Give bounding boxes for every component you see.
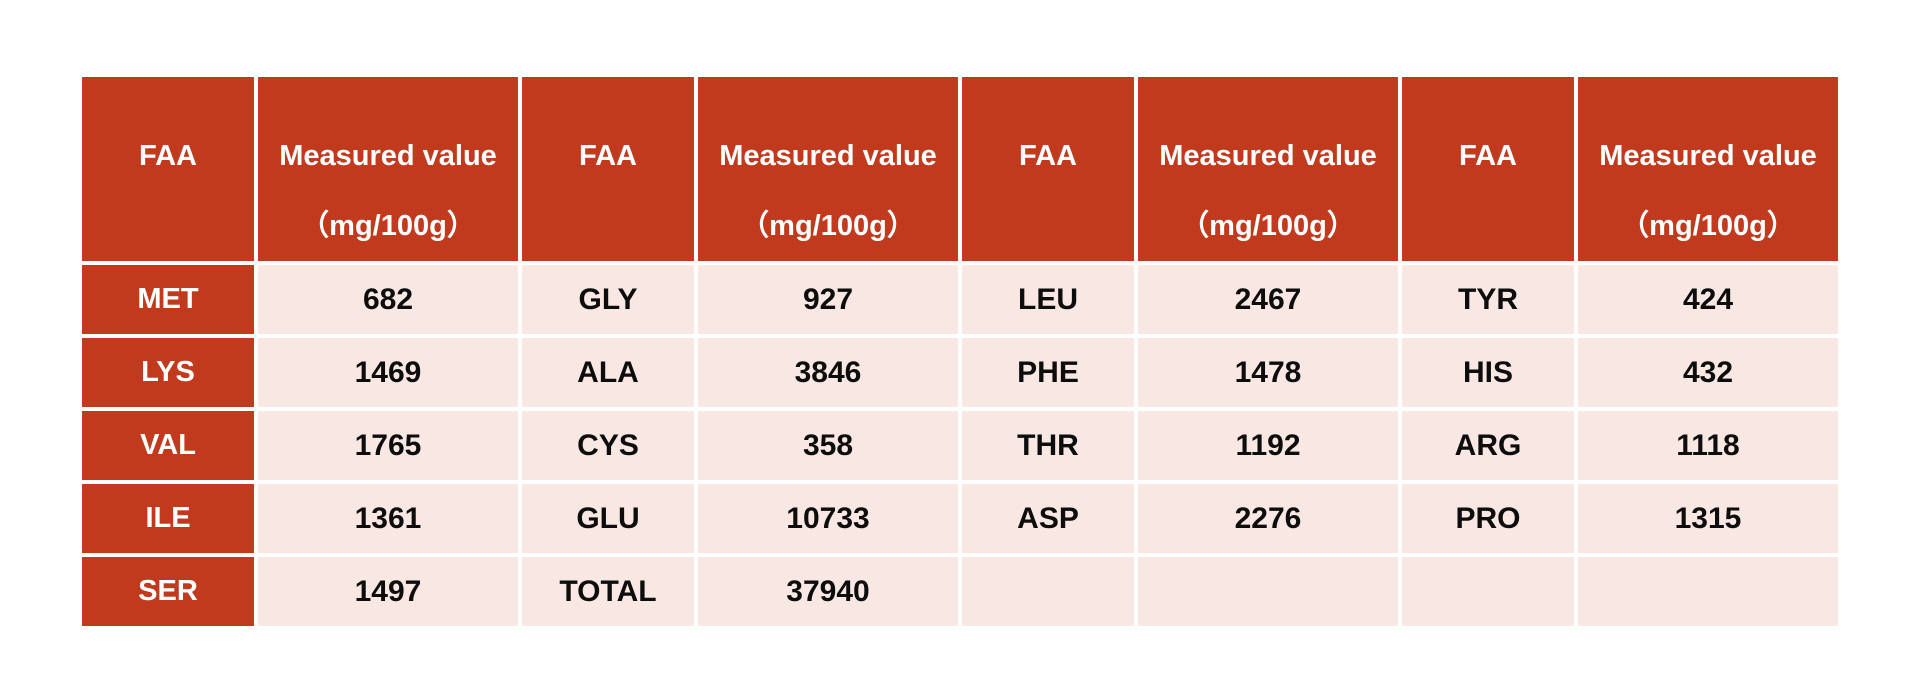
measured-value-cell: 432 [1578,338,1838,407]
measured-value-cell: 1118 [1578,411,1838,480]
faa-name-cell: ILE [82,484,254,553]
measured-value-cell: 1478 [1138,338,1398,407]
faa-name-cell: CYS [522,411,694,480]
faa-name-cell: GLU [522,484,694,553]
faa-name-cell: ASP [962,484,1134,553]
header-value-label: Measured value [719,140,937,172]
header-faa-1: FAA [82,77,254,261]
measured-value-cell: 3846 [698,338,958,407]
header-measured-value-1: Measured value （mg/100g） [258,77,518,261]
measured-value-cell: 1497 [258,557,518,626]
empty-cell [962,557,1134,626]
empty-cell [1402,557,1574,626]
header-value-label: Measured value [1599,140,1817,172]
faa-name-cell: PHE [962,338,1134,407]
measured-value-cell: 2276 [1138,484,1398,553]
measured-value-cell: 682 [258,265,518,334]
faa-name-cell: TYR [1402,265,1574,334]
header-unit-label: （mg/100g） [1180,210,1356,242]
measured-value-cell: 1361 [258,484,518,553]
faa-name-cell: ALA [522,338,694,407]
header-faa-2: FAA [522,77,694,261]
faa-name-cell: VAL [82,411,254,480]
faa-name-cell: TOTAL [522,557,694,626]
header-unit-label: （mg/100g） [740,210,916,242]
measured-value-cell: 1765 [258,411,518,480]
measured-value-cell: 927 [698,265,958,334]
header-unit-label: （mg/100g） [300,210,476,242]
faa-name-cell: ARG [1402,411,1574,480]
faa-name-cell: LYS [82,338,254,407]
header-measured-value-2: Measured value （mg/100g） [698,77,958,261]
faa-name-cell: GLY [522,265,694,334]
faa-name-cell: PRO [1402,484,1574,553]
faa-name-cell: THR [962,411,1134,480]
measured-value-cell: 1192 [1138,411,1398,480]
table-row: MET 682 GLY 927 LEU 2467 TYR 424 [82,265,1838,334]
empty-cell [1138,557,1398,626]
header-faa-3: FAA [962,77,1134,261]
faa-measurements-table: FAA Measured value （mg/100g） FAA Measured… [78,73,1842,630]
header-faa-4: FAA [1402,77,1574,261]
measured-value-cell: 424 [1578,265,1838,334]
header-faa-label: FAA [1019,140,1077,172]
table-row: LYS 1469 ALA 3846 PHE 1478 HIS 432 [82,338,1838,407]
header-row: FAA Measured value （mg/100g） FAA Measured… [82,77,1838,261]
faa-name-cell: SER [82,557,254,626]
measured-value-cell: 2467 [1138,265,1398,334]
header-faa-label: FAA [579,140,637,172]
measured-value-cell: 1315 [1578,484,1838,553]
header-measured-value-3: Measured value （mg/100g） [1138,77,1398,261]
table-row: ILE 1361 GLU 10733 ASP 2276 PRO 1315 [82,484,1838,553]
header-value-label: Measured value [1159,140,1377,172]
faa-name-cell: HIS [1402,338,1574,407]
header-measured-value-4: Measured value （mg/100g） [1578,77,1838,261]
header-faa-label: FAA [139,140,197,172]
empty-cell [1578,557,1838,626]
header-faa-label: FAA [1459,140,1517,172]
measured-value-cell: 1469 [258,338,518,407]
header-unit-label: （mg/100g） [1620,210,1796,242]
measured-value-cell: 358 [698,411,958,480]
faa-name-cell: MET [82,265,254,334]
measured-value-cell: 10733 [698,484,958,553]
header-value-label: Measured value [279,140,497,172]
table-row: VAL 1765 CYS 358 THR 1192 ARG 1118 [82,411,1838,480]
faa-name-cell: LEU [962,265,1134,334]
measured-value-cell: 37940 [698,557,958,626]
table-row: SER 1497 TOTAL 37940 [82,557,1838,626]
